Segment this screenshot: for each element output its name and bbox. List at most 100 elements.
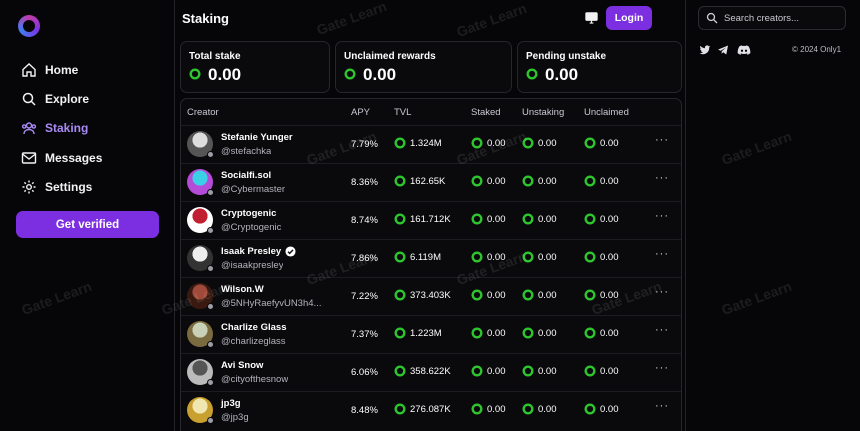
login-button[interactable]: Login	[606, 6, 652, 30]
tvl-cell: 373.403K	[394, 289, 451, 301]
nav-item-home[interactable]: Home	[0, 57, 174, 83]
more-options-button[interactable]: ···	[655, 134, 669, 146]
token-icon	[522, 251, 534, 263]
stat-card-pending-unstake: Pending unstake 0.00	[517, 41, 682, 93]
staked-cell: 0.00	[471, 175, 506, 187]
creator-name[interactable]: Socialfi.sol	[221, 170, 272, 181]
token-icon	[394, 289, 406, 301]
staked-cell: 0.00	[471, 251, 506, 263]
search-icon	[22, 92, 36, 106]
unclaimed-value: 0.00	[600, 137, 619, 149]
token-icon	[471, 137, 483, 149]
staked-cell: 0.00	[471, 213, 506, 225]
apy-value: 6.06%	[351, 367, 378, 378]
nav-item-explore[interactable]: Explore	[0, 86, 174, 112]
column-header-unstaking: Unstaking	[522, 107, 565, 118]
discord-icon[interactable]	[737, 44, 751, 56]
main-content: Staking Login Total stake 0.00 Unclaimed…	[174, 0, 686, 431]
nav-label: Explore	[45, 92, 90, 106]
tvl-value: 1.324M	[410, 137, 442, 149]
apy-value: 8.48%	[351, 405, 378, 416]
token-icon	[394, 327, 406, 339]
apy-value: 7.86%	[351, 253, 378, 264]
apy-value: 7.22%	[351, 291, 378, 302]
unclaimed-value: 0.00	[600, 213, 619, 225]
nav-item-settings[interactable]: Settings	[0, 174, 174, 200]
tvl-value: 276.087K	[410, 403, 451, 415]
nav-label: Settings	[45, 180, 93, 194]
table-row[interactable]: Wilson.W @5NHyRaefyvUN3h4... 7.22% 373.403K…	[181, 277, 681, 315]
unstaking-cell: 0.00	[522, 289, 557, 301]
creator-handle: @charlizeglass	[221, 336, 286, 347]
get-verified-button[interactable]: Get verified	[16, 211, 159, 238]
creator-name[interactable]: Cryptogenic	[221, 208, 277, 219]
unstaking-cell: 0.00	[522, 403, 557, 415]
staked-cell: 0.00	[471, 289, 506, 301]
unstaking-value: 0.00	[538, 365, 557, 377]
creator-name[interactable]: Isaak Presley	[221, 246, 282, 257]
nav-item-messages[interactable]: Messages	[0, 145, 174, 171]
unstaking-cell: 0.00	[522, 175, 557, 187]
stat-card-total-stake: Total stake 0.00	[180, 41, 330, 93]
table-row[interactable]: Charlize Glass @charlizeglass 7.37% 1.223M 0…	[181, 315, 681, 353]
search-input[interactable]: Search creators...	[698, 6, 846, 30]
token-icon	[522, 175, 534, 187]
table-row[interactable]: Stefanie Yunger @stefachka 7.79% 1.324M 0.00…	[181, 125, 681, 163]
more-options-button[interactable]: ···	[655, 210, 669, 222]
creator-name[interactable]: Charlize Glass	[221, 322, 287, 333]
creator-name[interactable]: Avi Snow	[221, 360, 264, 371]
creator-name[interactable]: jp3g	[221, 398, 241, 409]
table-row[interactable]: Cryptogenic @Cryptogenic 8.74% 161.712K 0.00…	[181, 201, 681, 239]
staked-cell: 0.00	[471, 327, 506, 339]
more-options-button[interactable]: ···	[655, 172, 669, 184]
nav-item-staking[interactable]: Staking	[0, 115, 174, 141]
table-row[interactable]: Socialfi.sol @Cybermaster 8.36% 162.65K 0.00…	[181, 163, 681, 201]
more-options-button[interactable]: ···	[655, 324, 669, 336]
token-icon	[471, 251, 483, 263]
creator-handle: @Cybermaster	[221, 184, 286, 195]
token-icon	[394, 403, 406, 415]
tvl-value: 373.403K	[410, 289, 451, 301]
apy-value: 7.37%	[351, 329, 378, 340]
table-row[interactable]: Avi Snow @cityofthesnow 6.06% 358.622K 0.00 0…	[181, 353, 681, 391]
token-icon	[344, 68, 356, 80]
unstaking-value: 0.00	[538, 251, 557, 263]
token-icon	[471, 175, 483, 187]
unstaking-value: 0.00	[538, 137, 557, 149]
apy-value: 8.74%	[351, 215, 378, 226]
search-placeholder: Search creators...	[724, 13, 799, 24]
more-options-button[interactable]: ···	[655, 248, 669, 260]
more-options-button[interactable]: ···	[655, 286, 669, 298]
unstaking-cell: 0.00	[522, 137, 557, 149]
creator-name[interactable]: Wilson.W	[221, 284, 264, 295]
column-header-staked: Staked	[471, 107, 501, 118]
unclaimed-cell: 0.00	[584, 289, 619, 301]
tvl-cell: 276.087K	[394, 403, 451, 415]
table-row[interactable]: Isaak Presley @isaakpresley 7.86% 6.119M 0.0…	[181, 239, 681, 277]
column-header-creator: Creator	[187, 107, 219, 118]
unstaking-value: 0.00	[538, 289, 557, 301]
unclaimed-value: 0.00	[600, 365, 619, 377]
status-dot	[207, 227, 214, 234]
table-row[interactable]: jp3g @jp3g 8.48% 276.087K 0.00 0.00 0.00 ···	[181, 391, 681, 429]
twitter-icon[interactable]	[699, 44, 711, 56]
staking-table: Creator APY TVL Staked Unstaking Unclaim…	[180, 98, 682, 431]
staked-value: 0.00	[487, 213, 506, 225]
token-icon	[189, 68, 201, 80]
monitor-icon[interactable]	[585, 11, 598, 24]
app-logo[interactable]	[18, 15, 40, 37]
apy-value: 8.36%	[351, 177, 378, 188]
stat-value: 0.00	[545, 65, 579, 84]
status-dot	[207, 341, 214, 348]
unclaimed-value: 0.00	[600, 403, 619, 415]
unclaimed-cell: 0.00	[584, 137, 619, 149]
staked-cell: 0.00	[471, 403, 506, 415]
more-options-button[interactable]: ···	[655, 400, 669, 412]
stat-value: 0.00	[363, 65, 397, 84]
telegram-icon[interactable]	[717, 44, 729, 56]
column-header-tvl: TVL	[394, 107, 412, 118]
more-options-button[interactable]: ···	[655, 362, 669, 374]
creator-handle: @Cryptogenic	[221, 222, 282, 233]
creator-name[interactable]: Stefanie Yunger	[221, 132, 293, 143]
status-dot	[207, 417, 214, 424]
